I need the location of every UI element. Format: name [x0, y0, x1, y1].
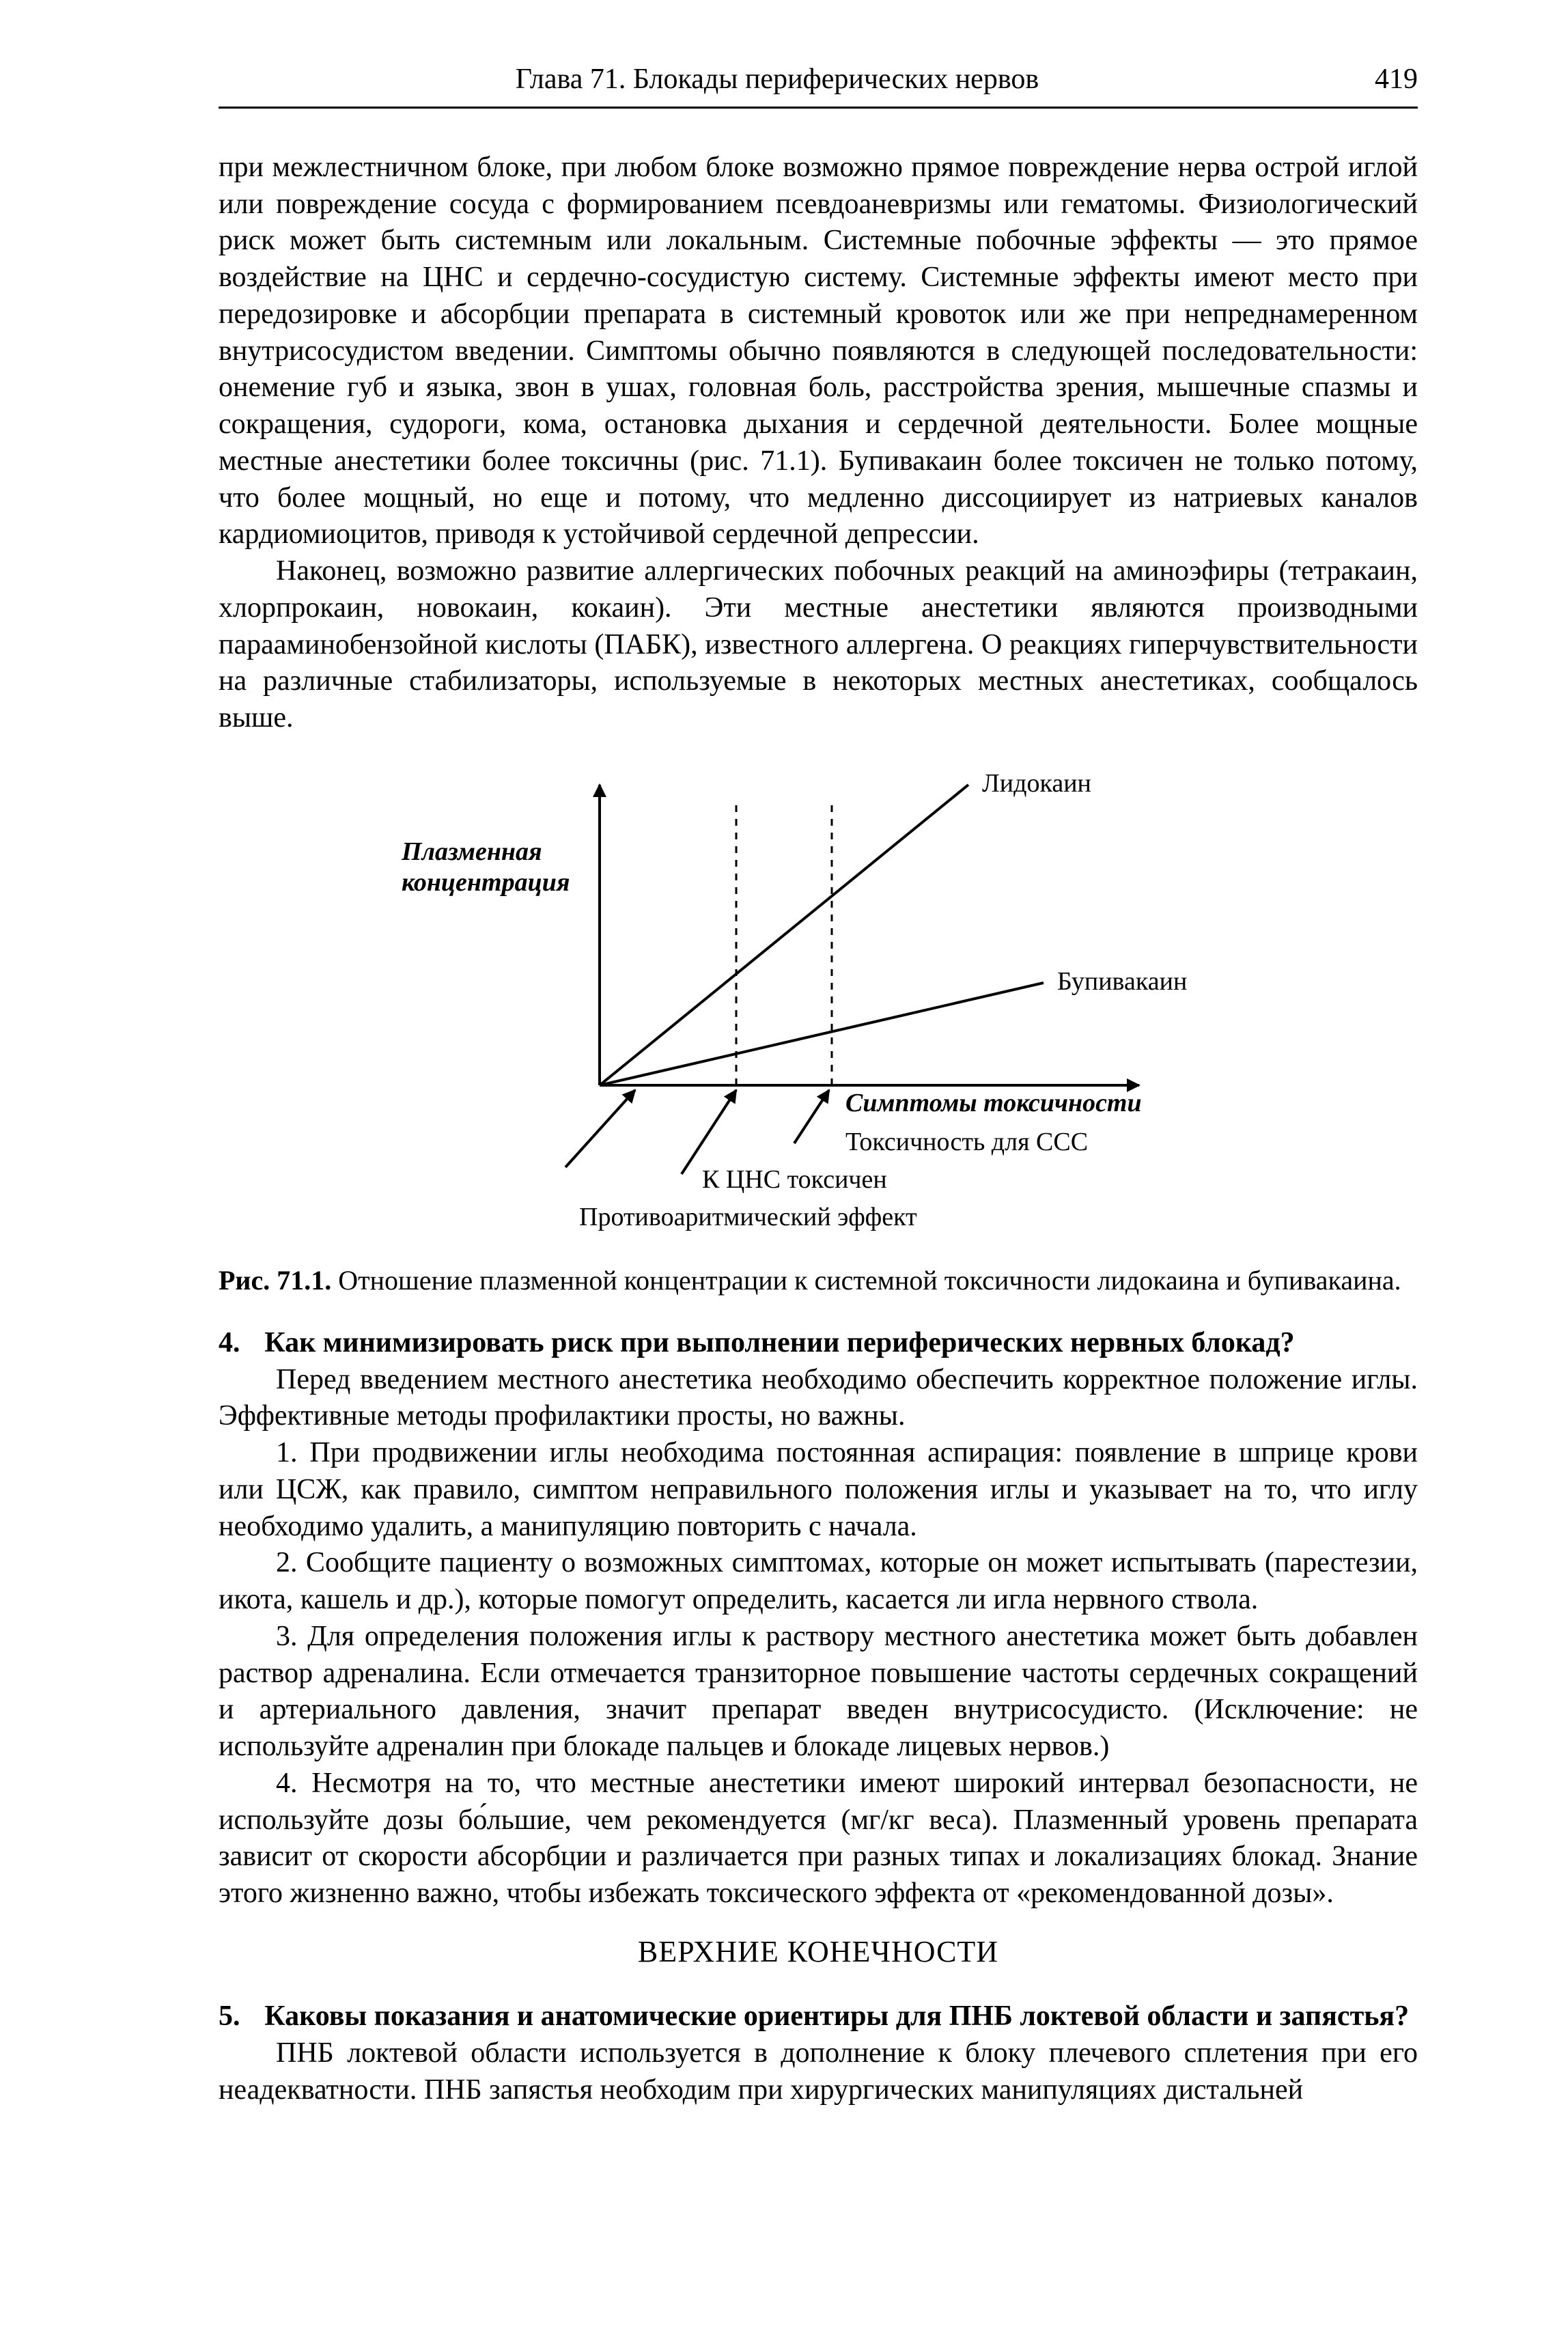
page-number: 419	[1336, 61, 1418, 98]
svg-text:Симптомы токсичности: Симптомы токсичности	[845, 1089, 1142, 1117]
svg-text:Лидокаин: Лидокаин	[982, 769, 1091, 798]
question-5-heading: 5. Каковы показания и анатомические орие…	[219, 1998, 1418, 2035]
svg-text:Бупивакаин: Бупивакаин	[1057, 967, 1187, 996]
section-heading-upper-limbs: ВЕРХНИЕ КОНЕЧНОСТИ	[219, 1933, 1418, 1971]
figure-caption-text: Отношение плазменной концентрации к сист…	[331, 1265, 1401, 1296]
question-4-text: Как минимизировать риск при выполнении п…	[264, 1325, 1294, 1362]
q4-intro: Перед введением местного анестетика необ…	[219, 1362, 1418, 1436]
paragraph-2: Наконец, возможно развитие аллергических…	[219, 553, 1418, 737]
question-5-number: 5.	[219, 1998, 264, 2035]
q4-item-4: 4. Несмотря на то, что местные анестетик…	[219, 1766, 1418, 1912]
svg-text:Противоаритмический эффект: Противоаритмический эффект	[579, 1203, 917, 1231]
paragraph-1: при межлестничном блоке, при любом блоке…	[219, 150, 1418, 553]
question-4-heading: 4. Как минимизировать риск при выполнени…	[219, 1325, 1418, 1362]
q4-item-3: 3. Для определения положения иглы к раст…	[219, 1619, 1418, 1766]
svg-text:Плазменная: Плазменная	[401, 837, 542, 866]
figure-caption: Рис. 71.1. Отношение плазменной концентр…	[219, 1263, 1418, 1298]
svg-text:К ЦНС токсичен: К ЦНС токсичен	[702, 1165, 887, 1194]
question-5-text: Каковы показания и анатомические ориенти…	[264, 1998, 1409, 2035]
question-4-number: 4.	[219, 1325, 264, 1362]
figure-71-1-svg: Лидокаин Бупивакаин Плазменнаяконцентрация…	[340, 757, 1296, 1249]
figure-71-1: Лидокаин Бупивакаин Плазменнаяконцентрация…	[219, 757, 1418, 1298]
q4-item-2: 2. Сообщите пациенту о возможных симптом…	[219, 1545, 1418, 1619]
figure-number: Рис. 71.1.	[219, 1265, 331, 1296]
page-header: Глава 71. Блокады периферических нервов …	[219, 61, 1418, 109]
chapter-title: Глава 71. Блокады периферических нервов	[219, 61, 1336, 98]
q4-item-1: 1. При продвижении иглы необходима посто…	[219, 1435, 1418, 1545]
svg-text:Токсичность для ССС: Токсичность для ССС	[845, 1128, 1088, 1156]
svg-text:концентрация: концентрация	[402, 868, 570, 897]
q5-paragraph: ПНБ локтевой области используется в допо…	[219, 2035, 1418, 2109]
